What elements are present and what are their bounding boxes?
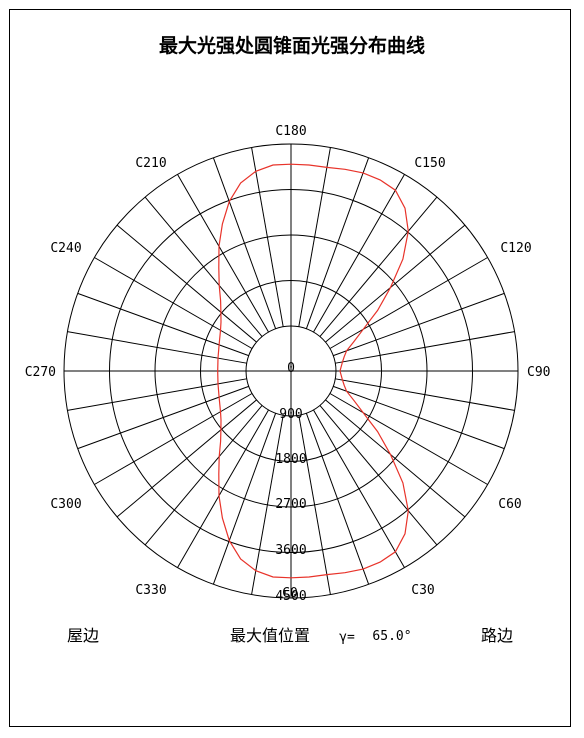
grid-spoke <box>144 405 263 546</box>
angle-label-c30: C30 <box>411 583 434 598</box>
angle-label-c300: C300 <box>50 497 81 512</box>
intensity-curve-group <box>217 163 409 579</box>
grid-spoke <box>325 399 466 518</box>
radial-tick-1800: 1800 <box>275 452 306 467</box>
grid-spoke <box>212 157 277 329</box>
max-position-label: 最大值位置 <box>230 626 310 645</box>
grid-spoke <box>335 331 515 364</box>
angle-label-c270: C270 <box>25 365 56 380</box>
chart-title: 最大光强处圆锥面光强分布曲线 <box>159 34 425 57</box>
angle-label-c90: C90 <box>527 365 550 380</box>
grid-spoke <box>251 415 284 595</box>
angle-label-c180: C180 <box>275 124 306 139</box>
grid-spoke <box>305 413 370 585</box>
grid-spoke <box>77 292 249 357</box>
grid-spoke <box>319 196 438 337</box>
grid-spoke <box>94 393 253 485</box>
grid-spoke <box>94 257 253 349</box>
grid-spoke <box>177 409 269 568</box>
grid-spoke <box>313 409 405 568</box>
radial-tick-900: 900 <box>279 407 302 422</box>
grid-spoke <box>335 378 515 411</box>
radial-tick-4500: 4500 <box>275 589 306 604</box>
grid-spoke <box>298 147 331 327</box>
radial-tick-3600: 3600 <box>275 543 306 558</box>
grid-spoke <box>77 385 249 450</box>
gamma-value: 65.0° <box>372 629 411 644</box>
grid-spoke <box>329 393 488 485</box>
angle-label-c60: C60 <box>498 497 521 512</box>
grid-spoke <box>251 147 284 327</box>
grid-spoke <box>116 399 257 518</box>
grid-spoke <box>177 174 269 333</box>
grid-spoke <box>305 157 370 329</box>
grid-spoke <box>67 331 247 364</box>
gamma-label: γ= <box>339 630 355 645</box>
grid-spoke <box>313 174 405 333</box>
grid-spoke <box>333 292 505 357</box>
grid-spoke <box>144 196 263 337</box>
grid-spoke <box>319 405 438 546</box>
grid-spoke <box>333 385 505 450</box>
grid-spoke <box>67 378 247 411</box>
angle-label-c150: C150 <box>414 156 445 171</box>
house-side-label: 屋边 <box>67 626 99 645</box>
grid-spoke <box>298 415 331 595</box>
road-side-label: 路边 <box>481 626 513 645</box>
chart-frame <box>9 9 571 727</box>
angle-label-c120: C120 <box>500 241 531 256</box>
angle-label-c330: C330 <box>135 583 166 598</box>
grid-spoke <box>329 257 488 349</box>
radial-tick-2700: 2700 <box>275 497 306 512</box>
angle-label-c0: C0 <box>282 586 298 601</box>
angle-labels: C0 C30 C60 C90 C120 C150 C180 C210 C240 C270 C300 C… <box>25 124 551 601</box>
grid-spoke <box>212 413 277 585</box>
grid-spoke <box>116 224 257 343</box>
grid-spoke <box>325 224 466 343</box>
angle-label-c240: C240 <box>50 241 81 256</box>
angle-label-c210: C210 <box>135 156 166 171</box>
intensity-curve <box>217 163 409 579</box>
polar-grid <box>63 143 519 599</box>
radial-tick-0: 0 <box>287 361 295 376</box>
radial-tick-labels: 0 900 1800 2700 3600 4500 <box>275 361 306 604</box>
